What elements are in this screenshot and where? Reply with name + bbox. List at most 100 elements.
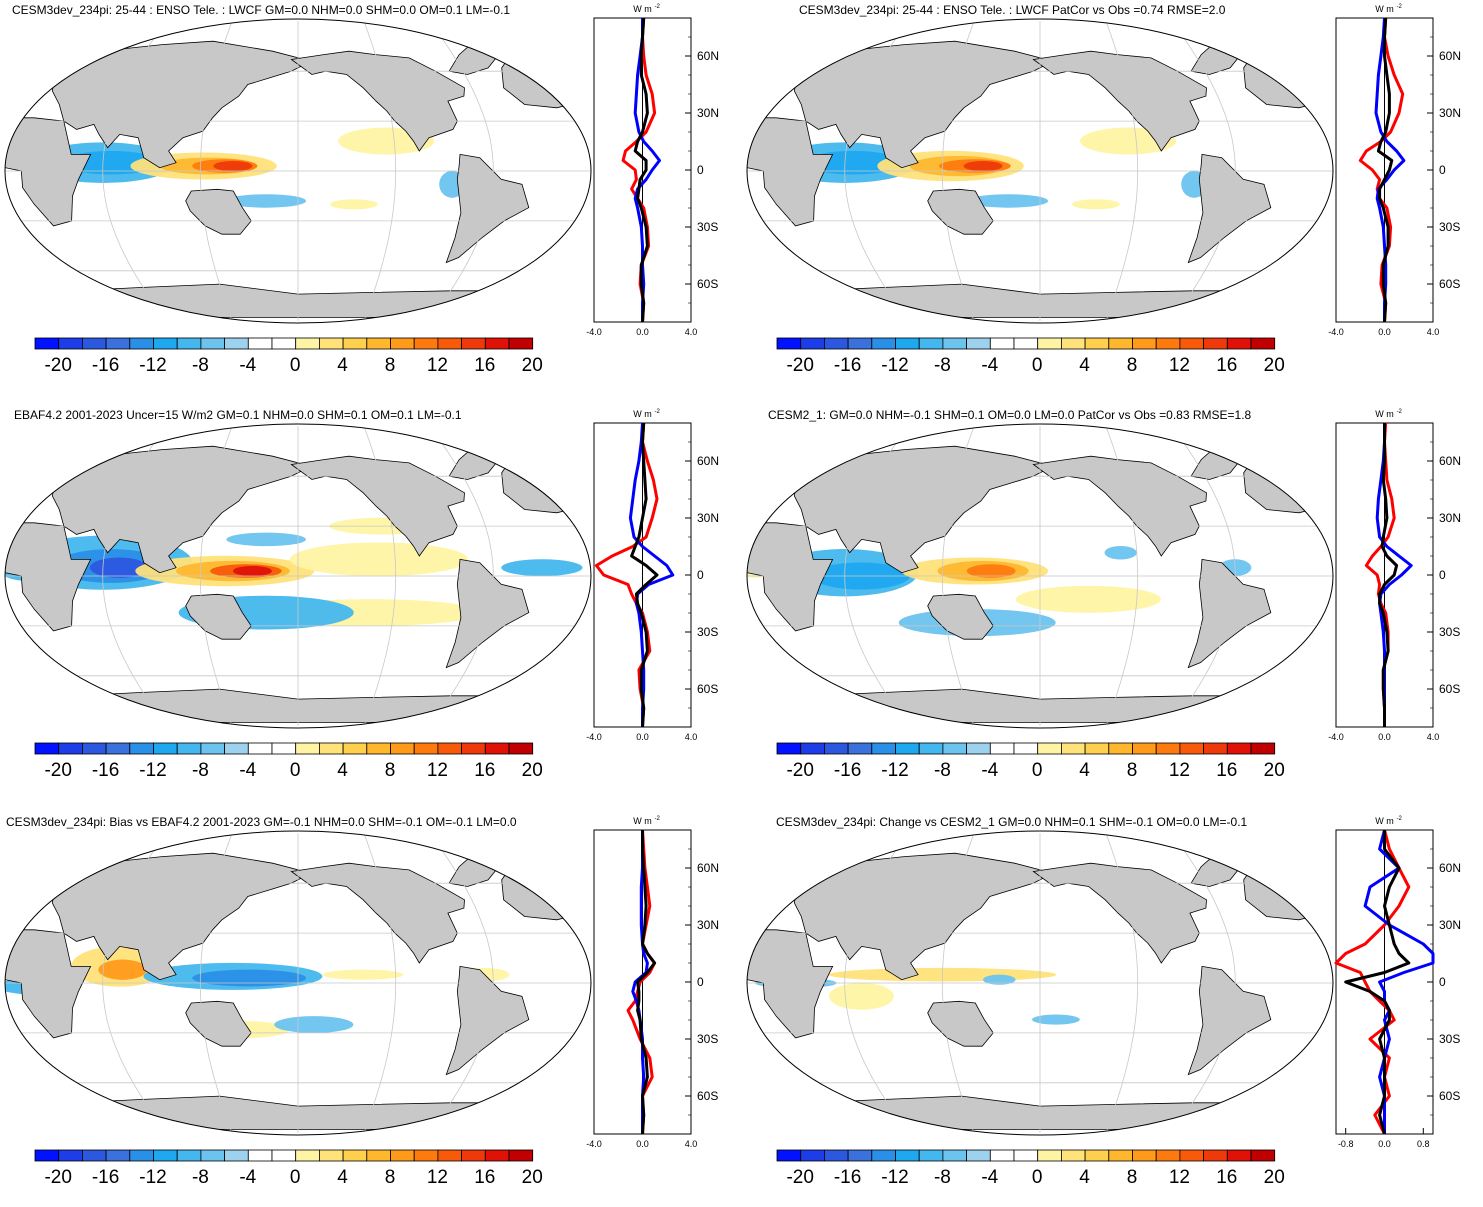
longitude-line — [363, 21, 397, 321]
longitude-line — [102, 21, 167, 321]
colorbar-swatch — [34, 742, 60, 755]
chart-title: CESM3dev_234pi: Bias vs EBAF4.2 2001-202… — [6, 815, 517, 829]
colorbar-label: 12 — [1169, 760, 1190, 781]
colorbar-swatch — [437, 742, 462, 755]
unit-label: W m — [633, 409, 652, 419]
x-tick-label: 0.0 — [636, 1139, 649, 1149]
anomaly-contour — [1032, 1014, 1080, 1025]
colorbar-label: 12 — [427, 1167, 448, 1188]
colorbar-swatch — [1084, 742, 1110, 755]
colorbar-swatch — [484, 742, 510, 755]
colorbar-label: -20 — [44, 1167, 71, 1188]
anomaly-contour — [829, 982, 894, 1010]
longitude-line — [1105, 21, 1139, 321]
colorbar-swatch — [437, 1149, 462, 1162]
longitude-line — [199, 21, 233, 321]
colorbar-swatch — [461, 742, 486, 755]
colorbar-label: 16 — [1216, 1167, 1237, 1188]
longitude-line — [363, 426, 397, 726]
colorbar-swatch — [295, 337, 320, 350]
zonal-series-blue — [628, 422, 675, 727]
land-s_america — [1187, 153, 1272, 264]
x-tick-label: 4.0 — [685, 327, 698, 337]
colorbar-label: -12 — [139, 1167, 166, 1188]
anomaly-contour — [1015, 585, 1161, 613]
longitude-line — [429, 21, 494, 321]
colorbar-swatch — [247, 337, 273, 350]
y-tick-label: 60N — [1439, 861, 1461, 875]
colorbar-swatch — [437, 337, 462, 350]
x-tick-label: -4.0 — [586, 327, 602, 337]
colorbar-swatch — [1155, 1149, 1181, 1162]
colorbar: -20 -16 -12 -8 -4 0 4 8 12 16 20 — [34, 1149, 543, 1188]
colorbar-label: -12 — [139, 355, 166, 376]
colorbar-swatch — [1108, 742, 1133, 755]
y-tick-label: 60S — [697, 277, 718, 291]
colorbar-swatch — [942, 337, 967, 350]
colorbar-label: -16 — [834, 760, 861, 781]
colorbar-swatch — [1226, 742, 1252, 755]
zonal-series-red — [594, 422, 659, 728]
zonal-mean-plot: W m -2 60N 30N 0 30S 60S -4.0 0.0 4.0 — [586, 4, 719, 337]
anomaly-contour — [1104, 545, 1137, 560]
x-tick-label: 0.0 — [1378, 1139, 1391, 1149]
colorbar-swatch — [176, 337, 202, 350]
panel-obs-ebaf: W m -2 60N 30N 0 30S 60S -4.0 0.0 4.0 -20 -16 -12 -8-… — [0, 405, 741, 800]
colorbar-swatch — [847, 337, 873, 350]
zonal-series-black — [633, 17, 649, 323]
colorbar-swatch — [105, 337, 131, 350]
map-border — [4, 423, 592, 729]
unit-superscript: -2 — [655, 816, 661, 822]
colorbar-swatch — [105, 1149, 131, 1162]
anomaly-contour — [967, 194, 1049, 208]
anomaly-contour — [274, 1016, 354, 1034]
colorbar-swatch — [800, 1149, 825, 1162]
anomaly-contour — [89, 557, 149, 578]
y-tick-label: 0 — [1439, 568, 1446, 582]
colorbar-swatch — [200, 337, 225, 350]
longitude-line — [844, 833, 909, 1133]
y-tick-label: 60S — [1439, 277, 1460, 291]
colorbar-label: 20 — [522, 355, 543, 376]
colorbar-swatch — [1250, 337, 1276, 350]
colorbar-swatch — [342, 337, 368, 350]
colorbar-label: 20 — [1264, 355, 1285, 376]
y-tick-label: 30S — [697, 625, 718, 639]
colorbar-swatch — [413, 337, 439, 350]
colorbar-swatch — [224, 742, 249, 755]
colorbar-label: 20 — [1264, 760, 1285, 781]
colorbar-swatch — [413, 742, 439, 755]
longitude-line — [102, 833, 167, 1133]
colorbar-label: -20 — [786, 760, 813, 781]
y-tick-label: 30N — [1439, 106, 1461, 120]
longitude-line — [429, 426, 494, 726]
colorbar-swatch — [461, 337, 486, 350]
x-tick-label: 0.0 — [636, 327, 649, 337]
y-tick-label: 30S — [1439, 625, 1460, 639]
longitude-line — [1105, 426, 1139, 726]
anomaly-contour — [329, 199, 378, 210]
colorbar-label: -8 — [192, 760, 209, 781]
zonal-series-red — [626, 829, 657, 1135]
longitude-line — [1105, 833, 1139, 1133]
colorbar-swatch — [484, 337, 510, 350]
colorbar-swatch — [800, 337, 825, 350]
anomaly-contour — [192, 969, 307, 987]
colorbar-label: 0 — [290, 355, 301, 376]
colorbar-label: 16 — [474, 355, 495, 376]
map-border — [746, 423, 1334, 729]
colorbar-label: -16 — [92, 760, 119, 781]
map — [746, 830, 1334, 1136]
colorbar-swatch — [176, 1149, 202, 1162]
colorbar-label: 4 — [1079, 1167, 1090, 1188]
zonal-series-blue — [1363, 829, 1435, 1134]
land-n_america — [1032, 50, 1207, 152]
colorbar-label: 12 — [427, 355, 448, 376]
colorbar-swatch — [58, 1149, 83, 1162]
x-tick-label: -4.0 — [586, 732, 602, 742]
colorbar-label: -4 — [981, 355, 998, 376]
colorbar-swatch — [58, 742, 83, 755]
land-n_america — [1032, 455, 1207, 557]
y-tick-label: 0 — [697, 568, 704, 582]
colorbar-swatch — [1203, 1149, 1228, 1162]
